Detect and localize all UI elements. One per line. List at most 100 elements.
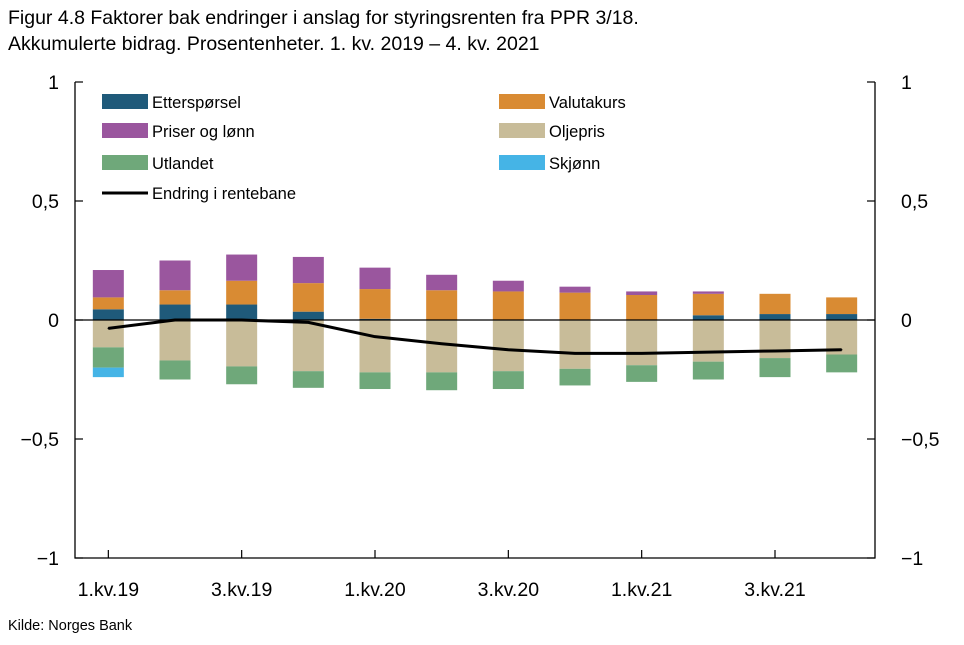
line-point-1.kv.19: [107, 327, 110, 330]
bar-valutakurs-3.kv.21: [759, 293, 791, 315]
bar-etterspørsel-3.kv.21: [759, 314, 791, 320]
bar-valutakurs-4.kv.21: [826, 297, 858, 315]
y-tick-label-left: 0: [48, 310, 59, 332]
bar-oljepris-3.kv.20: [492, 320, 524, 372]
legend: Etterspørsel Valutakurs Priser og lønn Olje…: [102, 94, 626, 203]
legend-label-priser_og_lønn: Priser og lønn: [152, 123, 255, 141]
line-point-3.kv.19: [240, 319, 243, 321]
y-tick-label-right: 0: [901, 310, 912, 332]
legend-swatch-oljepris: [499, 123, 545, 138]
line-point-3.kv.21: [774, 350, 776, 352]
legend-label-oljepris: Oljepris: [549, 123, 605, 141]
bar-valutakurs-3.kv.20: [492, 291, 524, 320]
bar-priser_og_lønn-1.kv.20: [359, 267, 391, 290]
bar-etterspørsel-4.kv.19: [292, 311, 324, 320]
bar-utlandet-3.kv.20: [492, 371, 524, 390]
line-point-4.kv.20: [574, 352, 576, 355]
bar-priser_og_lønn-4.kv.19: [292, 256, 324, 284]
bar-valutakurs-1.kv.21: [626, 295, 658, 320]
y-tick-label-right: 1: [901, 72, 912, 94]
y-tick-label-right: 0,5: [901, 191, 928, 213]
legend-label-valutakurs: Valutakurs: [549, 94, 626, 112]
x-tick-label: 1.kv.19: [78, 579, 139, 601]
line-point-3.kv.20: [507, 348, 510, 351]
bar-utlandet-2.kv.21: [692, 361, 724, 380]
bar-valutakurs-1.kv.19: [92, 297, 124, 310]
bar-utlandet-3.kv.19: [226, 366, 258, 385]
legend-swatch-valutakurs: [499, 94, 545, 109]
legend-label-utlandet: Utlandet: [152, 155, 214, 173]
bar-utlandet-4.kv.21: [826, 354, 858, 373]
bar-priser_og_lønn-2.kv.19: [159, 260, 191, 291]
bar-oljepris-1.kv.20: [359, 320, 391, 373]
bar-oljepris-1.kv.21: [626, 320, 658, 366]
chart-subtitle: Akkumulerte bidrag. Prosentenheter. 1. k…: [8, 33, 540, 55]
bar-oljepris-4.kv.20: [559, 320, 591, 369]
y-tick-label-left: 0,5: [32, 191, 59, 213]
bar-priser_og_lønn-1.kv.21: [626, 291, 658, 296]
bar-oljepris-4.kv.19: [292, 320, 324, 372]
bar-etterspørsel-4.kv.21: [826, 314, 858, 320]
bar-etterspørsel-2.kv.21: [692, 315, 724, 320]
bar-utlandet-1.kv.21: [626, 365, 658, 382]
bar-oljepris-3.kv.19: [226, 320, 258, 367]
line-point-2.kv.20: [440, 343, 443, 345]
bar-layer: [92, 254, 858, 391]
bar-priser_og_lønn-4.kv.20: [559, 286, 591, 293]
x-tick-label: 1.kv.20: [344, 579, 406, 601]
bar-utlandet-1.kv.20: [359, 372, 391, 390]
line-point-1.kv.21: [640, 352, 643, 355]
bar-priser_og_lønn-2.kv.20: [426, 274, 458, 291]
bar-valutakurs-1.kv.20: [359, 289, 391, 319]
bar-utlandet-2.kv.19: [159, 360, 191, 380]
legend-swatch-skjønn: [499, 155, 545, 170]
bar-priser_og_lønn-3.kv.19: [226, 254, 258, 281]
bar-oljepris-2.kv.21: [692, 320, 724, 362]
y-tick-label-right: −1: [901, 548, 923, 570]
x-tick-label: 3.kv.19: [211, 579, 272, 601]
bar-utlandet-1.kv.19: [92, 347, 124, 368]
bar-etterspørsel-2.kv.19: [159, 304, 191, 320]
line-endring-i-rentebane: [108, 318, 842, 355]
bar-priser_og_lønn-2.kv.21: [692, 291, 724, 294]
y-tick-label-left: 1: [48, 72, 59, 94]
line-point-2.kv.19: [174, 319, 176, 321]
y-tick-label-right: −0,5: [901, 429, 940, 451]
y-tick-label-left: −1: [37, 548, 59, 570]
bar-valutakurs-2.kv.20: [426, 290, 458, 320]
x-tick-label: 3.kv.21: [744, 579, 805, 601]
legend-label-etterspørsel: Etterspørsel: [152, 94, 241, 112]
bar-valutakurs-3.kv.19: [226, 280, 258, 305]
source-note: Kilde: Norges Bank: [8, 618, 133, 634]
bar-etterspørsel-3.kv.19: [226, 304, 258, 320]
bar-utlandet-4.kv.20: [559, 368, 591, 386]
bar-valutakurs-2.kv.21: [692, 293, 724, 316]
legend-label-line: Endring i rentebane: [152, 185, 296, 203]
x-tick-label: 3.kv.20: [478, 579, 540, 601]
legend-swatch-utlandet: [102, 155, 148, 170]
bar-priser_og_lønn-3.kv.20: [492, 280, 524, 292]
line-point-1.kv.20: [374, 335, 376, 338]
bar-etterspørsel-1.kv.19: [92, 309, 124, 320]
line-point-4.kv.21: [840, 348, 843, 351]
bar-utlandet-4.kv.19: [292, 371, 324, 388]
legend-swatch-priser_og_lønn: [102, 123, 148, 138]
bar-skjønn-1.kv.19: [92, 367, 124, 378]
y-tick-label-left: −0,5: [21, 429, 60, 451]
x-tick-label: 1.kv.21: [611, 579, 672, 601]
bar-utlandet-2.kv.20: [426, 372, 458, 391]
line-point-2.kv.21: [707, 351, 710, 353]
line-layer: [107, 318, 843, 355]
bar-valutakurs-4.kv.19: [292, 283, 324, 312]
tick-layer: 1 1 0,5 0,5 0 0 −0,5 −0,5 −1 −1 1.kv.19 3.kv.19 1.kv…: [21, 72, 940, 601]
chart-title: Figur 4.8 Faktorer bak endringer i ansla…: [8, 7, 639, 29]
bar-oljepris-2.kv.19: [159, 320, 191, 361]
bar-utlandet-3.kv.21: [759, 358, 791, 378]
bar-valutakurs-2.kv.19: [159, 290, 191, 305]
bar-oljepris-1.kv.19: [92, 320, 124, 348]
bar-priser_og_lønn-1.kv.19: [92, 270, 124, 298]
bar-valutakurs-4.kv.20: [559, 292, 591, 320]
legend-swatch-etterspørsel: [102, 94, 148, 109]
legend-label-skjønn: Skjønn: [549, 155, 600, 173]
